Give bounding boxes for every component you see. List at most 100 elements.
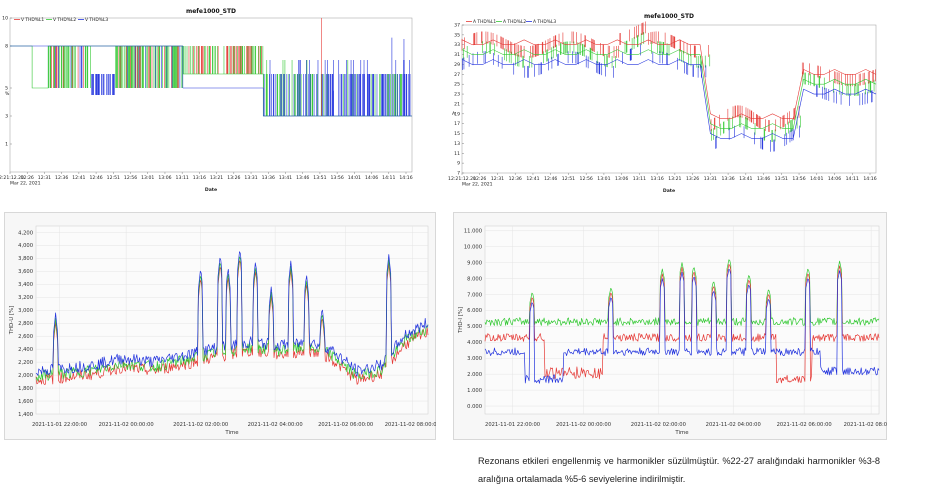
chart-title: mefe1000_STD bbox=[186, 8, 236, 15]
y-tick-label: 7.000 bbox=[467, 292, 482, 298]
y-axis-label: THD-I [%] bbox=[458, 307, 464, 334]
y-tick-label: 8.000 bbox=[467, 276, 482, 282]
x-sub-label: Mar 22, 2021 bbox=[10, 181, 41, 187]
x-tick-label: 12:56 bbox=[124, 175, 137, 181]
series-line bbox=[10, 45, 412, 117]
x-tick-label: 2021-11-02 08:00:00 bbox=[385, 422, 436, 428]
y-tick-label: 13 bbox=[454, 141, 460, 147]
y-tick-label: 3.000 bbox=[467, 356, 482, 362]
y-tick-label: 10.000 bbox=[464, 245, 482, 251]
y-tick-label: 6.000 bbox=[467, 308, 482, 314]
y-tick-label: 3,200 bbox=[18, 295, 33, 301]
x-tick-label: 13:46 bbox=[296, 175, 309, 181]
chart-v-thd-svg: mefe1000_STD V THD%L1 V THD%L2 V THD%L3 10 8 5… bbox=[0, 8, 413, 193]
series-line bbox=[484, 264, 880, 384]
y-tick-label: 3,400 bbox=[18, 282, 33, 288]
x-tick-label: 13:16 bbox=[193, 175, 206, 181]
y-tick-label: 4.000 bbox=[467, 340, 482, 346]
y-tick-label: 3,600 bbox=[18, 269, 33, 275]
legend-entry: A THD%L3 bbox=[533, 19, 556, 25]
y-tick-label: 1.000 bbox=[467, 388, 482, 394]
y-tick-label: 2.000 bbox=[467, 372, 482, 378]
plot-area bbox=[9, 17, 413, 173]
x-tick-label: 12:26 bbox=[21, 175, 34, 181]
y-tick-label: 2,800 bbox=[18, 321, 33, 327]
y-tick-label: 15 bbox=[454, 131, 460, 137]
x-axis-label: Date bbox=[205, 187, 217, 193]
x-tick-label: 12:41 bbox=[72, 175, 85, 181]
x-tick-label: 13:26 bbox=[227, 175, 240, 181]
chart-a-thd-svg: mefe1000_STD A THD%L1 A THD%L2 A THD%L3 37 35… bbox=[448, 13, 877, 194]
y-tick-label: 4,000 bbox=[18, 243, 33, 249]
x-tick-label: 12:56 bbox=[580, 176, 593, 182]
legend-entry: V THD%L3 bbox=[85, 17, 108, 23]
x-tick-label: 2021-11-02 02:00:00 bbox=[173, 422, 228, 428]
x-tick-label: 2021-11-02 08:00:00 bbox=[844, 422, 887, 428]
x-tick-label: 13:06 bbox=[615, 176, 628, 182]
x-tick-label: 2021-11-02 02:00:00 bbox=[631, 422, 686, 428]
y-tick-label: 1,800 bbox=[18, 386, 33, 392]
x-tick-label: 14:01 bbox=[810, 176, 823, 182]
x-tick-label: 13:11 bbox=[176, 175, 189, 181]
y-tick-label: 9 bbox=[457, 161, 460, 167]
x-axis-label: Time bbox=[224, 430, 239, 436]
y-tick-label: 9.000 bbox=[467, 260, 482, 266]
y-tick-label: 25 bbox=[454, 82, 460, 88]
x-tick-label: 2021-11-02 06:00:00 bbox=[318, 422, 373, 428]
x-tick-label: 13:01 bbox=[141, 175, 154, 181]
x-tick-label: 14:01 bbox=[348, 175, 361, 181]
y-tick-label: 19 bbox=[454, 111, 460, 117]
y-tick-label: 11.000 bbox=[464, 229, 482, 235]
y-axis-label: A bbox=[452, 111, 456, 117]
x-tick-label: 12:51 bbox=[562, 176, 575, 182]
y-tick-label: 5.000 bbox=[467, 324, 482, 330]
x-tick-label: 2021-11-02 00:00:00 bbox=[99, 422, 154, 428]
x-tick-label: 12:36 bbox=[509, 176, 522, 182]
x-tick-label: 12:46 bbox=[89, 175, 102, 181]
series-line bbox=[35, 251, 429, 377]
x-tick-label: 2021-11-01 22:00:00 bbox=[32, 422, 87, 428]
y-tick-label: 1 bbox=[5, 142, 8, 148]
x-tick-label: 13:51 bbox=[775, 176, 788, 182]
series-line bbox=[461, 39, 877, 120]
x-tick-label: 14:11 bbox=[382, 175, 395, 181]
x-tick-label: 13:31 bbox=[244, 175, 257, 181]
y-tick-label: 23 bbox=[454, 92, 460, 98]
y-tick-label: 37 bbox=[454, 23, 460, 29]
y-tick-label: 1,600 bbox=[18, 399, 33, 405]
x-tick-label: 14:11 bbox=[846, 176, 859, 182]
x-tick-label: 12:46 bbox=[544, 176, 557, 182]
x-tick-label: 13:56 bbox=[331, 175, 344, 181]
x-tick-label: 12:21:12.20 bbox=[448, 176, 476, 182]
x-tick-label: 13:51 bbox=[313, 175, 326, 181]
y-tick-label: 21 bbox=[454, 101, 460, 107]
x-tick-label: 12:36 bbox=[55, 175, 68, 181]
y-axis-label: THD-U [%] bbox=[9, 306, 15, 335]
y-tick-label: 2,400 bbox=[18, 347, 33, 353]
x-tick-label: 13:41 bbox=[279, 175, 292, 181]
x-tick-label: 13:21 bbox=[668, 176, 681, 182]
y-tick-label: 33 bbox=[454, 42, 460, 48]
x-tick-label: 14:06 bbox=[828, 176, 841, 182]
chart-thd-u-svg: 4,200 4,000 3,800 3,600 3,400 3,200 3,000 2,800… bbox=[4, 212, 436, 440]
x-tick-label: 13:11 bbox=[633, 176, 646, 182]
x-tick-label: 13:16 bbox=[651, 176, 664, 182]
x-tick-label: 2021-11-01 22:00:00 bbox=[485, 422, 540, 428]
x-tick-label: 12:31 bbox=[491, 176, 504, 182]
x-axis-label: Date bbox=[663, 188, 675, 194]
x-tick-label: 14:16 bbox=[399, 175, 412, 181]
x-sub-label: Mar 22, 2021 bbox=[462, 182, 493, 188]
x-tick-label: 2021-11-02 00:00:00 bbox=[556, 422, 611, 428]
chart-v-thd: mefe1000_STD V THD%L1 V THD%L2 V THD%L3 10 8 5… bbox=[0, 0, 440, 205]
x-tick-label: 2021-11-02 04:00:00 bbox=[248, 422, 303, 428]
plot-area bbox=[35, 225, 429, 415]
x-tick-label: 13:26 bbox=[686, 176, 699, 182]
y-axis-label: % bbox=[5, 91, 10, 97]
y-tick-label: 0.000 bbox=[467, 404, 482, 410]
y-tick-label: 27 bbox=[454, 72, 460, 78]
chart-a-thd: mefe1000_STD A THD%L1 A THD%L2 A THD%L3 37 35… bbox=[448, 0, 888, 205]
y-tick-label: 3 bbox=[5, 114, 8, 120]
legend-entry: V THD%L1 bbox=[21, 17, 44, 23]
legend-entry: A THD%L2 bbox=[503, 19, 526, 25]
series-line bbox=[35, 256, 429, 382]
